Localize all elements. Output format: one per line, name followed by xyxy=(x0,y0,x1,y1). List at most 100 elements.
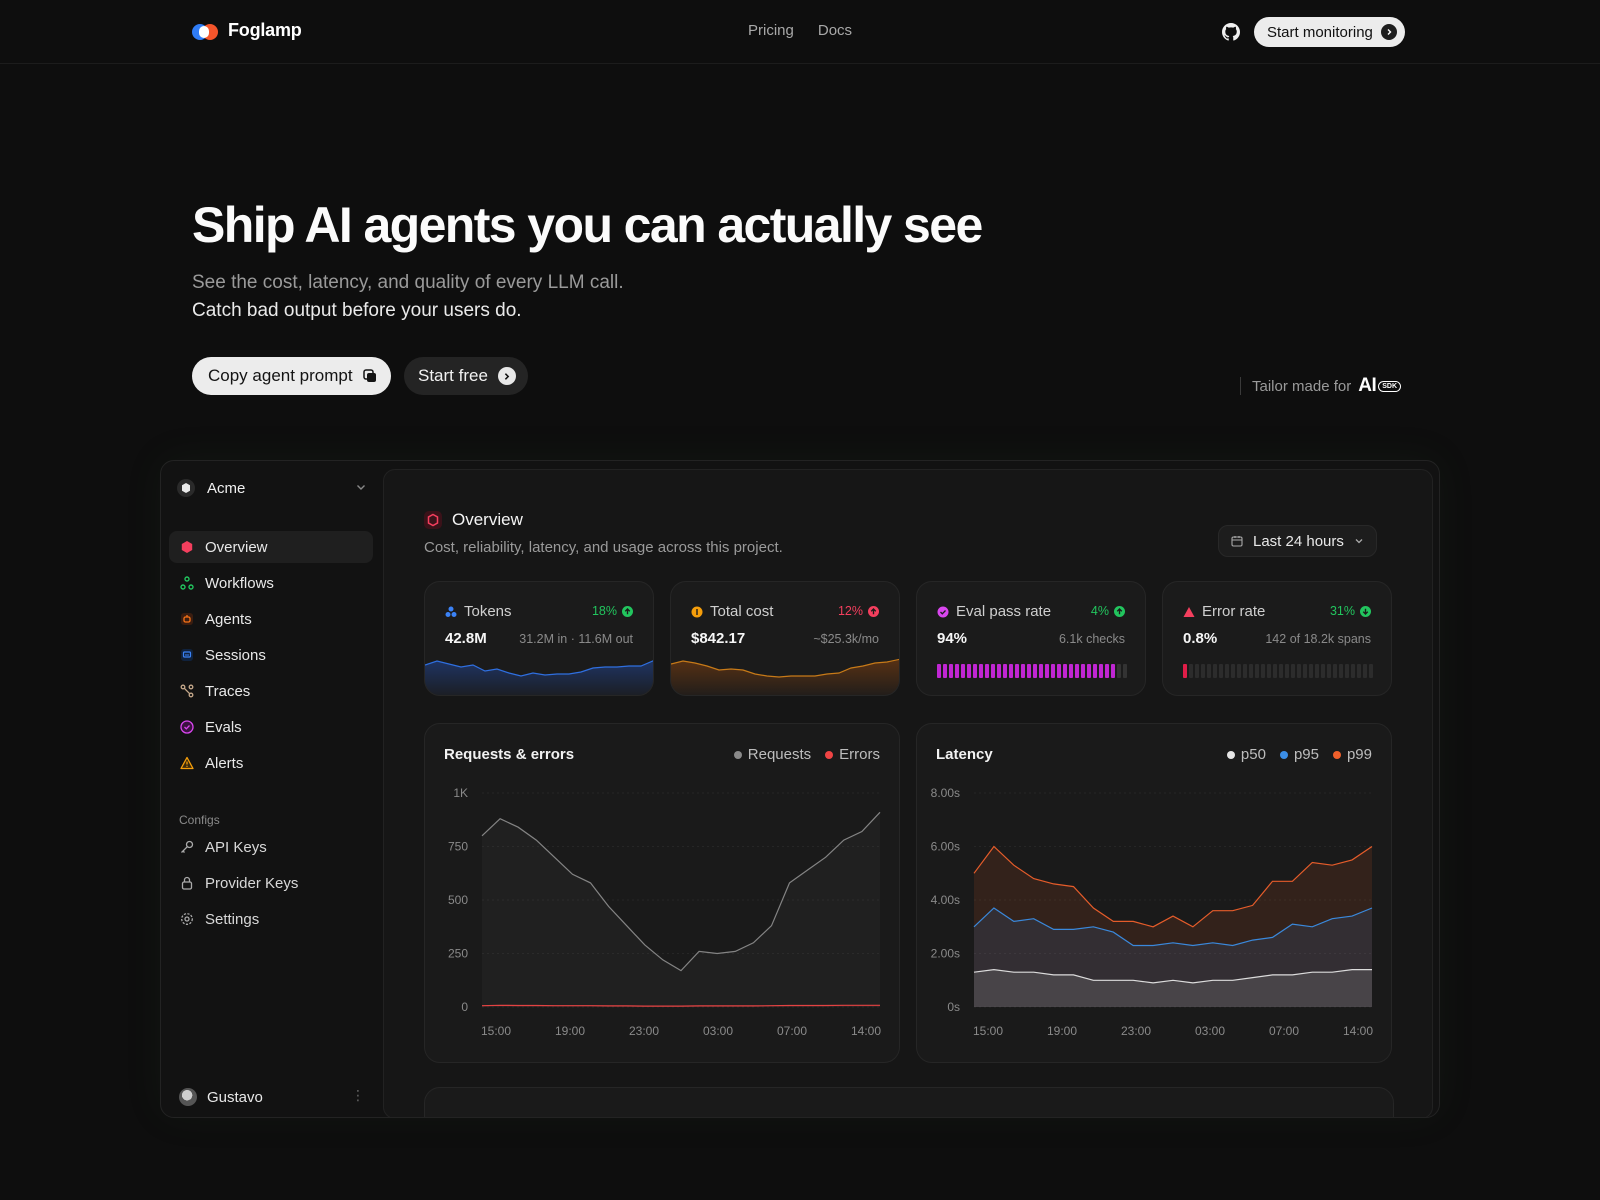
nav-link-docs[interactable]: Docs xyxy=(817,22,853,39)
y-tick-label: 0s xyxy=(947,1000,960,1014)
calendar-icon xyxy=(1231,536,1243,547)
configs-section-label: Configs xyxy=(179,813,220,827)
kpi-card-total-cost[interactable]: Total cost 12% $842.17 ~$25.3k/mo xyxy=(670,581,900,696)
trace-icon xyxy=(179,683,195,699)
y-tick-label: 6.00s xyxy=(931,840,960,854)
kpi-card-tokens[interactable]: Tokens 18% 42.8M 31.2M in · 11.6M out xyxy=(424,581,654,696)
sidebar-item-alerts[interactable]: Alerts xyxy=(169,747,373,779)
x-tick-label: 23:00 xyxy=(1121,1024,1151,1038)
y-tick-label: 8.00s xyxy=(931,786,960,800)
alert-icon xyxy=(179,755,195,771)
tick-mark xyxy=(1219,664,1223,678)
tick-mark xyxy=(1333,664,1337,678)
y-tick-label: 4.00s xyxy=(931,893,960,907)
more-options-icon[interactable]: ⋮ xyxy=(351,1087,365,1103)
arrow-up-circle-icon xyxy=(868,605,879,617)
github-icon[interactable] xyxy=(1222,23,1240,41)
divider xyxy=(1240,377,1241,395)
tick-mark xyxy=(1351,664,1355,678)
tick-mark xyxy=(1363,664,1367,678)
sidebar-nav: Overview Workflows Agents Sessions Trace… xyxy=(169,531,373,783)
legend-item-errors[interactable]: Errors xyxy=(825,746,880,763)
chevron-down-icon xyxy=(1355,539,1363,544)
kpi-title: Tokens xyxy=(445,603,512,620)
start-monitoring-label: Start monitoring xyxy=(1267,23,1373,41)
legend-item-p99[interactable]: p99 xyxy=(1332,746,1372,763)
copy-agent-prompt-button[interactable]: Copy agent prompt xyxy=(192,357,391,395)
kpi-card-eval-pass-rate[interactable]: Eval pass rate 4% 94% 6.1k checks xyxy=(916,581,1146,696)
sidebar-item-label: Provider Keys xyxy=(205,874,299,892)
p50-series-line xyxy=(973,968,1372,984)
y-tick-label: 1K xyxy=(453,786,468,800)
start-monitoring-button[interactable]: Start monitoring xyxy=(1254,17,1405,47)
sidebar-item-overview[interactable]: Overview xyxy=(169,531,373,563)
time-range-label: Last 24 hours xyxy=(1253,532,1344,550)
sidebar-item-agents[interactable]: Agents xyxy=(169,603,373,635)
lock-icon xyxy=(179,875,195,891)
cost-sparkline xyxy=(671,658,899,695)
tick-mark xyxy=(1111,664,1115,678)
tick-mark xyxy=(1303,664,1307,678)
x-tick-label: 15:00 xyxy=(481,1024,511,1038)
kpi-delta-value: 12% xyxy=(837,604,863,618)
legend-item-requests[interactable]: Requests xyxy=(733,746,811,763)
tailor-made-badge: Tailor made for AI SDK xyxy=(1240,375,1401,397)
tick-mark xyxy=(1237,664,1241,678)
brand-name: Foglamp xyxy=(228,20,302,40)
tick-mark xyxy=(1045,664,1049,678)
logo-mark-icon xyxy=(192,22,220,40)
errors-series-line xyxy=(481,1004,880,1007)
tokens-sparkline xyxy=(425,660,653,695)
start-free-button[interactable]: Start free xyxy=(404,357,528,395)
tick-mark xyxy=(1279,664,1283,678)
kpi-subtext: 6.1k checks xyxy=(1058,632,1125,646)
sidebar-item-traces[interactable]: Traces xyxy=(169,675,373,707)
sidebar-item-evals[interactable]: Evals xyxy=(169,711,373,743)
kpi-value: 42.8M xyxy=(445,630,487,647)
sidebar-item-api-keys[interactable]: API Keys xyxy=(169,831,373,863)
overview-description: Cost, reliability, latency, and usage ac… xyxy=(424,539,783,556)
ai-sdk-logo: AI xyxy=(1358,375,1377,396)
tick-mark xyxy=(961,664,965,678)
brand-logo[interactable]: Foglamp xyxy=(192,20,302,41)
user-menu[interactable]: Gustavo ⋮ xyxy=(179,1085,365,1109)
tokens-icon xyxy=(445,606,457,617)
tick-mark xyxy=(1117,664,1121,678)
tick-mark xyxy=(1357,664,1361,678)
tick-mark xyxy=(1267,664,1271,678)
top-navbar: Foglamp Pricing Docs Start monitoring xyxy=(0,0,1600,64)
tick-mark xyxy=(1189,664,1193,678)
tick-mark xyxy=(1345,664,1349,678)
time-range-select[interactable]: Last 24 hours xyxy=(1218,525,1377,557)
requests-errors-chart: 1K 750 500 250 0 15:00 19:00 23:00 03:00 07:00 14:… xyxy=(448,786,881,1038)
kpi-title-label: Tokens xyxy=(464,603,512,620)
tick-mark xyxy=(1009,664,1013,678)
legend-item-p50[interactable]: p50 xyxy=(1226,746,1266,763)
sidebar-item-provider-keys[interactable]: Provider Keys xyxy=(169,867,373,899)
tick-mark xyxy=(1057,664,1061,678)
agent-icon xyxy=(179,611,195,627)
arrow-right-icon xyxy=(497,367,516,385)
org-switcher[interactable]: Acme xyxy=(177,473,367,503)
p95-area xyxy=(974,908,1372,1007)
sidebar-item-workflows[interactable]: Workflows xyxy=(169,567,373,599)
sidebar-item-settings[interactable]: Settings xyxy=(169,903,373,935)
kpi-delta: 31% xyxy=(1330,604,1371,618)
kpi-title: Total cost xyxy=(691,603,773,620)
kpi-title-label: Eval pass rate xyxy=(956,603,1052,620)
kpi-title: Error rate xyxy=(1183,603,1265,620)
copy-icon xyxy=(362,369,376,382)
kpi-card-error-rate[interactable]: Error rate 31% 0.8% 142 of 18.2k spans xyxy=(1162,581,1392,696)
tick-mark xyxy=(1069,664,1073,678)
nav-link-pricing[interactable]: Pricing xyxy=(748,22,794,39)
legend-item-p95[interactable]: p95 xyxy=(1279,746,1319,763)
y-tick-label: 2.00s xyxy=(931,947,960,961)
sidebar-item-sessions[interactable]: Sessions xyxy=(169,639,373,671)
coin-icon xyxy=(691,606,703,617)
kpi-delta: 18% xyxy=(592,604,633,618)
sidebar-item-label: Sessions xyxy=(205,646,266,664)
chart-legend: Requests Errors xyxy=(733,746,880,763)
eval-icon xyxy=(937,606,949,617)
latency-chart-card: Latency p50 p95 p99 8.00s 6.00s 4.00s 2.00s… xyxy=(916,723,1392,1063)
tick-mark xyxy=(1339,664,1343,678)
